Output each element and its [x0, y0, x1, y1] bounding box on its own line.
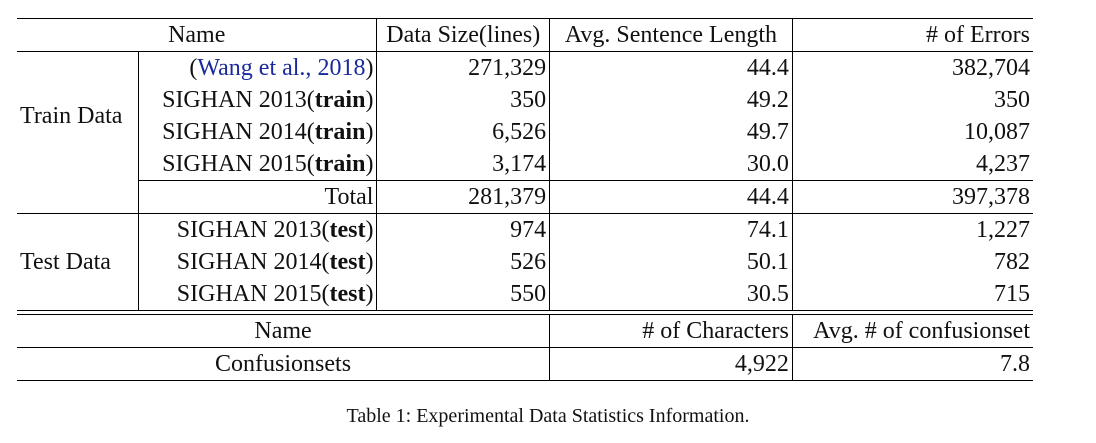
cell-data-size: 3,174	[376, 148, 551, 181]
row-name-bold: test	[329, 281, 366, 307]
table-header-row: Name Data Size(lines) Avg. Sentence Leng…	[17, 18, 1033, 52]
double-rule-cell	[17, 310, 1033, 315]
header-avg-sentence-length: Avg. Sentence Length	[549, 18, 793, 52]
row-name-close: )	[365, 119, 374, 145]
data-statistics-table-block: Name Data Size(lines) Avg. Sentence Leng…	[17, 18, 1033, 381]
row-name-text: SIGHAN 2013(	[162, 87, 315, 113]
cell-data-size: 526	[376, 246, 551, 278]
cell-errors: 715	[994, 281, 1030, 307]
data-statistics-table: Name Data Size(lines) Avg. Sentence Leng…	[17, 18, 1033, 381]
total-errors: 397,378	[792, 180, 1033, 214]
table-row: SIGHAN 2014(test) 526 50.1 782	[17, 246, 1033, 278]
row-name-text: SIGHAN 2013(	[176, 217, 330, 243]
conf-header-avg: Avg. # of confusionset	[792, 314, 1033, 348]
table-row: SIGHAN 2014(train) 6,526 49.7 10,087	[17, 116, 1033, 148]
row-name-bold: train	[314, 119, 366, 145]
cell-avg-length: 49.2	[549, 84, 793, 116]
cell-data-size: 271,329	[376, 51, 551, 84]
cell-errors: 10,087	[964, 119, 1030, 145]
citation-year[interactable]: 2018	[317, 55, 366, 81]
cell-avg-length: 30.5	[549, 278, 793, 311]
total-label: Total	[138, 180, 378, 214]
row-name-text: SIGHAN 2015(	[176, 281, 330, 307]
cell-avg-length: 30.0	[549, 148, 793, 181]
cell-avg-length: 44.4	[549, 51, 793, 84]
cell-avg-length: 49.7	[549, 116, 793, 148]
row-name-close: )	[365, 87, 374, 113]
conf-name: Confusionsets	[17, 347, 551, 381]
citation-close-paren: )	[365, 55, 374, 81]
total-avg-length: 44.4	[549, 180, 793, 214]
header-errors: # of Errors	[792, 18, 1033, 52]
table-row: SIGHAN 2013(train) 350 49.2 350	[17, 84, 1033, 116]
conf-avg: 7.8	[792, 347, 1033, 381]
row-name: SIGHAN 2014(train)	[138, 116, 378, 148]
total-data-size: 281,379	[376, 180, 551, 214]
test-data-label: Test Data	[17, 213, 139, 311]
cell-errors: 382,704	[952, 55, 1030, 81]
double-rule	[17, 310, 1033, 315]
row-name: SIGHAN 2013(train)	[138, 84, 378, 116]
header-name: Name	[17, 18, 378, 52]
row-name: SIGHAN 2015(train)	[138, 148, 378, 181]
row-name-bold: train	[314, 87, 366, 113]
header-data-size: Data Size(lines)	[376, 18, 551, 52]
row-name-close: )	[365, 281, 374, 307]
table-row: SIGHAN 2015(train) 3,174 30.0 4,237	[17, 148, 1033, 181]
conf-header-name: Name	[17, 314, 551, 348]
citation-authors[interactable]: Wang et al.,	[197, 55, 318, 81]
table-row: Test Data SIGHAN 2013(test) 974 74.1 1,2…	[17, 213, 1033, 311]
row-name: SIGHAN 2013(test)	[138, 213, 378, 246]
row-name-close: )	[365, 151, 374, 177]
citation-link[interactable]: Wang et al., 2018	[197, 55, 365, 81]
cell-data-size: 974	[376, 213, 551, 246]
table-caption: Table 1: Experimental Data Statistics In…	[346, 405, 750, 427]
row-name: SIGHAN 2015(test)	[138, 278, 378, 311]
row-name-bold: test	[329, 217, 366, 243]
table-row: SIGHAN 2015(test) 550 30.5 715	[17, 278, 1033, 311]
conf-header-characters: # of Characters	[549, 314, 793, 348]
row-name: SIGHAN 2014(test)	[138, 246, 378, 278]
row-name-bold: train	[314, 151, 366, 177]
conf-characters: 4,922	[549, 347, 793, 381]
confusionset-row: Confusionsets 4,922 7.8	[17, 347, 1033, 381]
cell-avg-length: 50.1	[549, 246, 793, 278]
citation-open-paren: (	[189, 55, 198, 81]
cell-errors: 4,237	[976, 151, 1030, 177]
cell-errors: 350	[994, 87, 1030, 113]
cell-data-size: 350	[376, 84, 551, 116]
row-name-close: )	[365, 249, 374, 275]
confusionset-header-row: Name # of Characters Avg. # of confusion…	[17, 314, 1033, 348]
cell-data-size: 550	[376, 278, 551, 311]
cell-errors: 1,227	[976, 217, 1030, 243]
row-name-text: SIGHAN 2014(	[176, 249, 330, 275]
row-name-text: SIGHAN 2014(	[162, 119, 315, 145]
cell-data-size: 6,526	[376, 116, 551, 148]
train-data-label: Train Data	[17, 51, 139, 214]
cell-errors: 782	[994, 249, 1030, 275]
table-row: Train Data (Wang et al., 2018) 271,329 4…	[17, 51, 1033, 214]
row-name: (Wang et al., 2018)	[138, 51, 378, 84]
cell-avg-length: 74.1	[549, 213, 793, 246]
row-name-close: )	[365, 217, 374, 243]
row-name-bold: test	[329, 249, 366, 275]
total-row: Total 281,379 44.4 397,378	[17, 180, 1033, 214]
row-name-text: SIGHAN 2015(	[162, 151, 315, 177]
